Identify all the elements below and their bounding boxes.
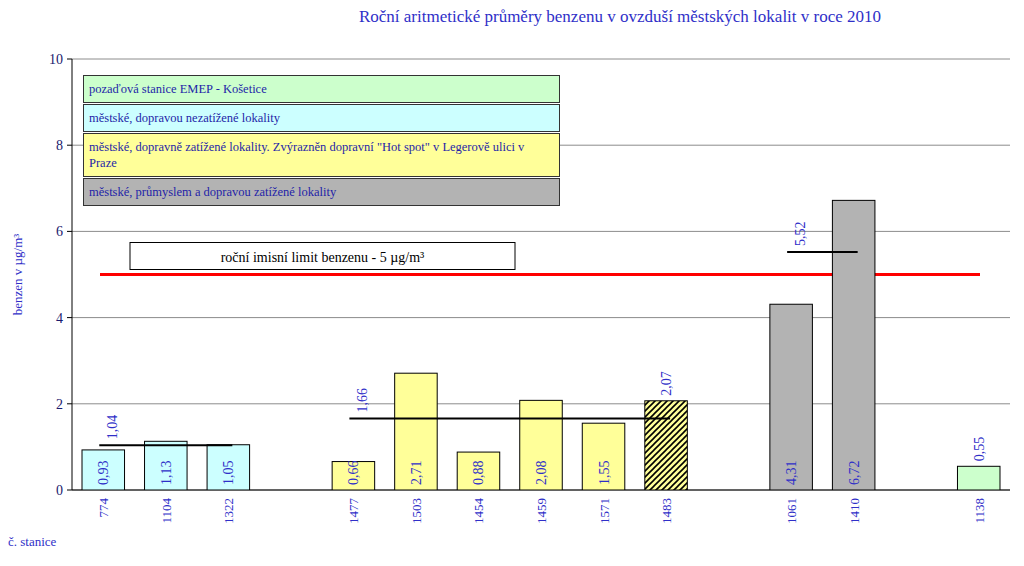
y-tick-label: 0 [56,483,63,498]
data-label: 1,05 [221,461,236,486]
x-tick-label: 1571 [597,498,612,524]
x-tick-label: 1104 [159,498,174,524]
x-tick-label: 774 [96,498,111,518]
y-tick-label: 8 [56,138,63,153]
y-axis [72,59,73,490]
data-label: 0,88 [471,461,486,486]
legend-entry: městské, průmyslem a dopravou zatížené l… [83,178,560,206]
data-label: 1,13 [159,461,174,486]
x-tick-label: 1061 [784,498,799,524]
y-tick-label: 10 [49,52,63,67]
legend-entry: městské, dopravně zatížené lokality. Zvý… [83,133,560,177]
bar [457,452,500,490]
x-tick-label: 1459 [534,498,549,524]
mean-line [787,251,858,253]
y-tick-label: 4 [56,311,63,326]
y-tick [67,317,72,318]
legend-entry: městské, dopravou nezatížené lokality [83,104,560,132]
data-label: 0,93 [96,461,111,486]
bar [207,445,250,490]
y-tick [67,59,72,60]
data-label: 1,55 [597,461,612,486]
legend-entry: pozaďová stanice EMEP - Košetice [83,75,560,103]
grid-line [72,59,1010,60]
bar [82,450,125,490]
y-tick [67,145,72,146]
y-tick [67,490,72,491]
data-label: 6,72 [847,461,862,486]
x-axis-label: č. stanice [8,534,57,549]
bar [520,400,563,490]
legend: pozaďová stanice EMEP - Košeticeměstské,… [83,75,560,207]
bar [770,304,813,490]
mean-line [99,444,232,446]
y-tick-label: 6 [56,224,63,239]
x-tick-label: 1138 [972,498,987,524]
y-axis-label: benzen v µg/m³ [10,234,25,316]
title: Roční aritmetické průměry benzenu v ovzd… [359,7,881,26]
y-tick-label: 2 [56,397,63,412]
chart-wrap: Roční aritmetické průměry benzenu v ovzd… [0,0,1024,566]
limit-label-box [130,243,515,270]
bar [395,373,438,490]
x-tick-label: 1454 [471,498,486,525]
bar [145,441,188,490]
marks [82,200,1000,490]
bar [957,466,1000,490]
x-tick-label: 1410 [847,498,862,524]
x-tick-label: 1483 [659,498,674,524]
mean-label: 1,04 [105,415,120,440]
mean-line [349,417,670,419]
data-label: 0,55 [972,437,987,462]
x-tick-label: 1503 [409,498,424,524]
bar [582,423,625,490]
data-label: 4,31 [784,461,799,486]
data-label: 0,66 [346,461,361,486]
x-tick-label: 1477 [346,498,361,525]
y-tick [67,403,72,404]
x-tick-label: 1322 [221,498,236,524]
mean-label: 5,52 [793,222,808,247]
bar [832,200,875,490]
y-tick [67,231,72,232]
data-label: 2,07 [659,371,674,396]
bar [645,401,688,490]
data-label: 2,71 [409,461,424,486]
limit-label: roční imisní limit benzenu - 5 µg/m³ [221,250,425,265]
data-label: 2,08 [534,461,549,486]
mean-label: 1,66 [355,388,370,413]
